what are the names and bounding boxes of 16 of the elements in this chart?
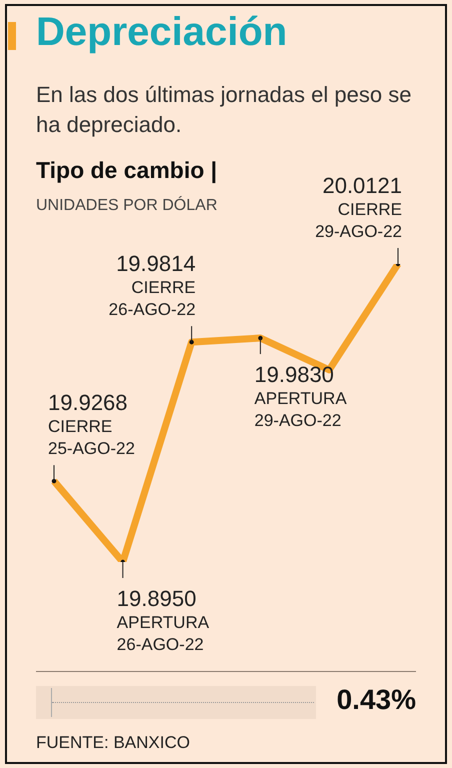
text: APERTURA 26-AGO-22 <box>116 613 210 654</box>
chart-title: Depreciación <box>36 10 288 55</box>
y-axis-title: Tipo de cambio | <box>36 157 218 184</box>
data-label: 19.8950 <box>116 586 196 611</box>
text: UNIDADES POR DÓLAR <box>36 197 218 215</box>
text: 0.43% <box>336 684 416 716</box>
annotation: APERTURA 29-AGO-22 <box>254 389 348 430</box>
data-label: 19.9268 <box>48 390 128 416</box>
source-note: FUENTE: BANXICO <box>36 733 190 753</box>
annotation: CIERRE 25-AGO-22 <box>48 417 135 458</box>
chart-subtitle: En las dos últimas jornadas el peso se ha depreciado. <box>36 81 412 139</box>
text: CIERRE 29-AGO-22 <box>315 200 402 241</box>
data-label: 20.0121 <box>322 173 402 198</box>
data-label: 19.9814 <box>116 251 196 276</box>
data-label: 19.9830 <box>254 362 334 388</box>
annotation: CIERRE 26-AGO-22 <box>108 278 196 320</box>
